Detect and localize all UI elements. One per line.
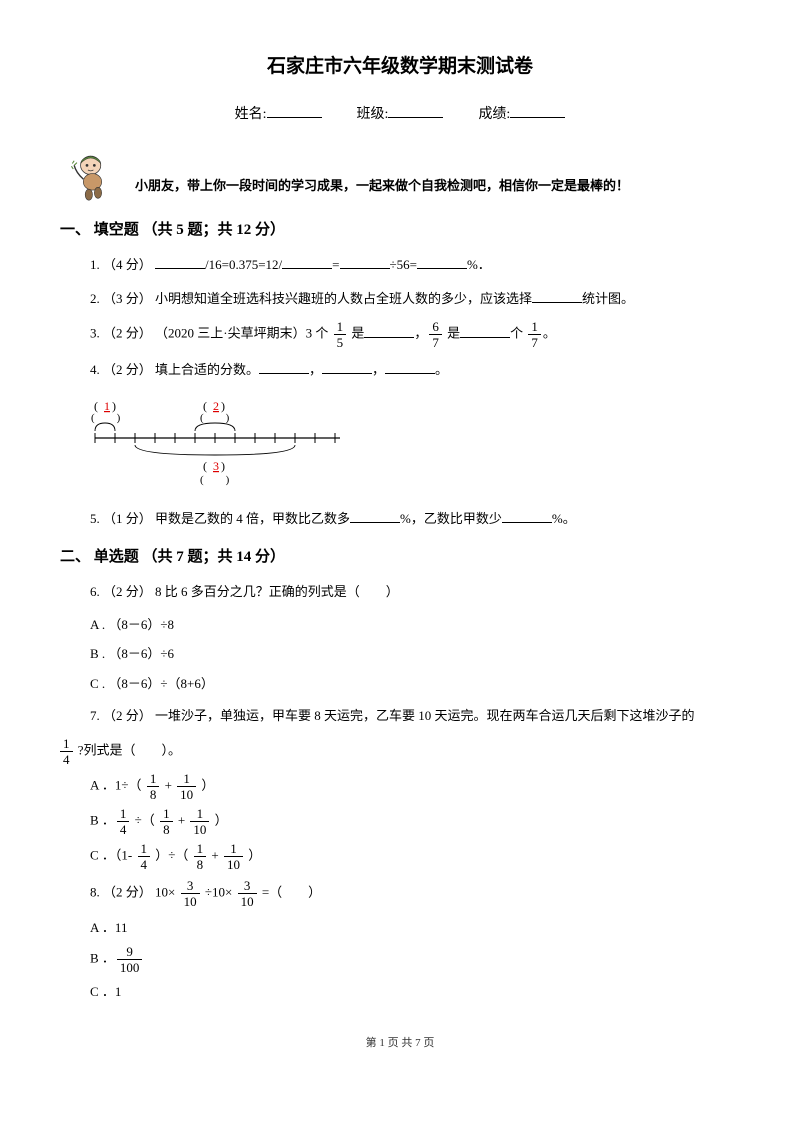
- q6-option-b: B . （8－6）÷6: [90, 642, 740, 665]
- svg-text:( ): ( ): [200, 412, 230, 424]
- page-title: 石家庄市六年级数学期末测试卷: [60, 50, 740, 84]
- question-6: 6. （2 分） 8 比 6 多百分之几？正确的列式是（ ）: [90, 579, 740, 605]
- q8-option-a: A ．11: [90, 916, 740, 939]
- q7-option-c: C ．（1- 14 ）÷（ 18 + 110 ）: [90, 842, 740, 871]
- intro-row: 小朋友，带上你一段时间的学习成果，一起来做个自我检测吧，相信你一定是最棒的！: [60, 147, 740, 202]
- q4-blank3[interactable]: [385, 361, 435, 374]
- q2-blank[interactable]: [532, 290, 582, 303]
- fraction-1-10b: 110: [190, 807, 209, 836]
- q3-blank1[interactable]: [364, 325, 414, 338]
- fraction-1-5: 15: [334, 320, 347, 349]
- q1-blank4[interactable]: [417, 256, 467, 269]
- question-7: 7. （2 分） 一堆沙子，单独运，甲车要 8 天运完，乙车要 10 天运完。现…: [90, 703, 740, 729]
- fraction-1-4c: 14: [138, 842, 151, 871]
- svg-text:(: (: [203, 459, 207, 473]
- page-footer: 第 1 页 共 7 页: [60, 1034, 740, 1054]
- question-1: 1. （4 分） /16=0.375=12/=÷56=%．: [90, 252, 740, 278]
- svg-text:): ): [112, 399, 116, 413]
- q5-blank1[interactable]: [350, 510, 400, 523]
- svg-text:( ): ( ): [200, 474, 230, 486]
- class-label: 班级:: [357, 107, 389, 122]
- fraction-1-10c: 110: [224, 842, 243, 871]
- svg-text:(: (: [94, 399, 98, 413]
- section1-header: 一、 填空题 （共 5 题；共 12 分）: [60, 217, 740, 244]
- name-label: 姓名:: [235, 107, 267, 122]
- svg-text:( ): ( ): [91, 412, 121, 424]
- q5-blank2[interactable]: [502, 510, 552, 523]
- fraction-3-10b: 310: [238, 879, 257, 908]
- svg-text:): ): [221, 399, 225, 413]
- svg-text:2: 2: [213, 399, 219, 413]
- score-label: 成绩:: [478, 107, 510, 122]
- q4-blank1[interactable]: [259, 361, 309, 374]
- q7-option-a: A ．1÷（ 18 + 110 ）: [90, 772, 740, 801]
- question-5: 5. （1 分） 甲数是乙数的 4 倍，甲数比乙数多%，乙数比甲数少%。: [90, 506, 740, 532]
- question-8: 8. （2 分） 10× 310 ÷10× 310 =（ ）: [90, 879, 740, 908]
- fraction-6-7: 67: [429, 320, 442, 349]
- svg-text:1: 1: [104, 399, 110, 413]
- question-4: 4. （2 分） 填上合适的分数。，，。: [90, 357, 740, 383]
- q8-option-c: C ．1: [90, 980, 740, 1003]
- score-blank[interactable]: [510, 104, 565, 118]
- fraction-9-100: 9100: [117, 945, 143, 974]
- fraction-1-10: 110: [177, 772, 196, 801]
- q6-option-a: A . （8－6）÷8: [90, 613, 740, 636]
- question-7-cont: 14 ?列式是（ ）。: [60, 737, 740, 766]
- header-fields: 姓名: 班级: 成绩:: [60, 102, 740, 127]
- fraction-1-8c: 18: [194, 842, 207, 871]
- question-2: 2. （3 分） 小明想知道全班选科技兴趣班的人数占全班人数的多少，应该选择统计…: [90, 286, 740, 312]
- fraction-3-10a: 310: [181, 879, 200, 908]
- question-3: 3. （2 分） （2020 三上·尖草坪期末）3 个 15 是，67 是个 1…: [90, 320, 740, 349]
- svg-text:3: 3: [213, 459, 219, 473]
- q7-option-b: B ．14 ÷（ 18 + 110 ）: [90, 807, 740, 836]
- q1-blank3[interactable]: [340, 256, 390, 269]
- q3-blank2[interactable]: [460, 325, 510, 338]
- svg-text:): ): [221, 459, 225, 473]
- class-blank[interactable]: [388, 104, 443, 118]
- q4-blank2[interactable]: [322, 361, 372, 374]
- q6-option-c: C . （8－6）÷（8+6）: [90, 672, 740, 695]
- intro-text: 小朋友，带上你一段时间的学习成果，一起来做个自我检测吧，相信你一定是最棒的！: [135, 174, 629, 202]
- q1-blank2[interactable]: [282, 256, 332, 269]
- cartoon-icon: [65, 147, 120, 202]
- fraction-1-7: 17: [528, 320, 541, 349]
- fraction-1-4: 14: [60, 737, 73, 766]
- svg-text:(: (: [203, 399, 207, 413]
- section2-header: 二、 单选题 （共 7 题；共 14 分）: [60, 544, 740, 571]
- q1-blank1[interactable]: [155, 256, 205, 269]
- fraction-1-8b: 18: [160, 807, 173, 836]
- name-blank[interactable]: [267, 104, 322, 118]
- fraction-1-8: 18: [147, 772, 160, 801]
- fraction-1-4b: 14: [117, 807, 130, 836]
- q8-option-b: B ．9100: [90, 945, 740, 974]
- number-line-diagram: ( 1 ) ( ) ( 2 ) ( ) ( 3 ) ( ): [90, 393, 740, 495]
